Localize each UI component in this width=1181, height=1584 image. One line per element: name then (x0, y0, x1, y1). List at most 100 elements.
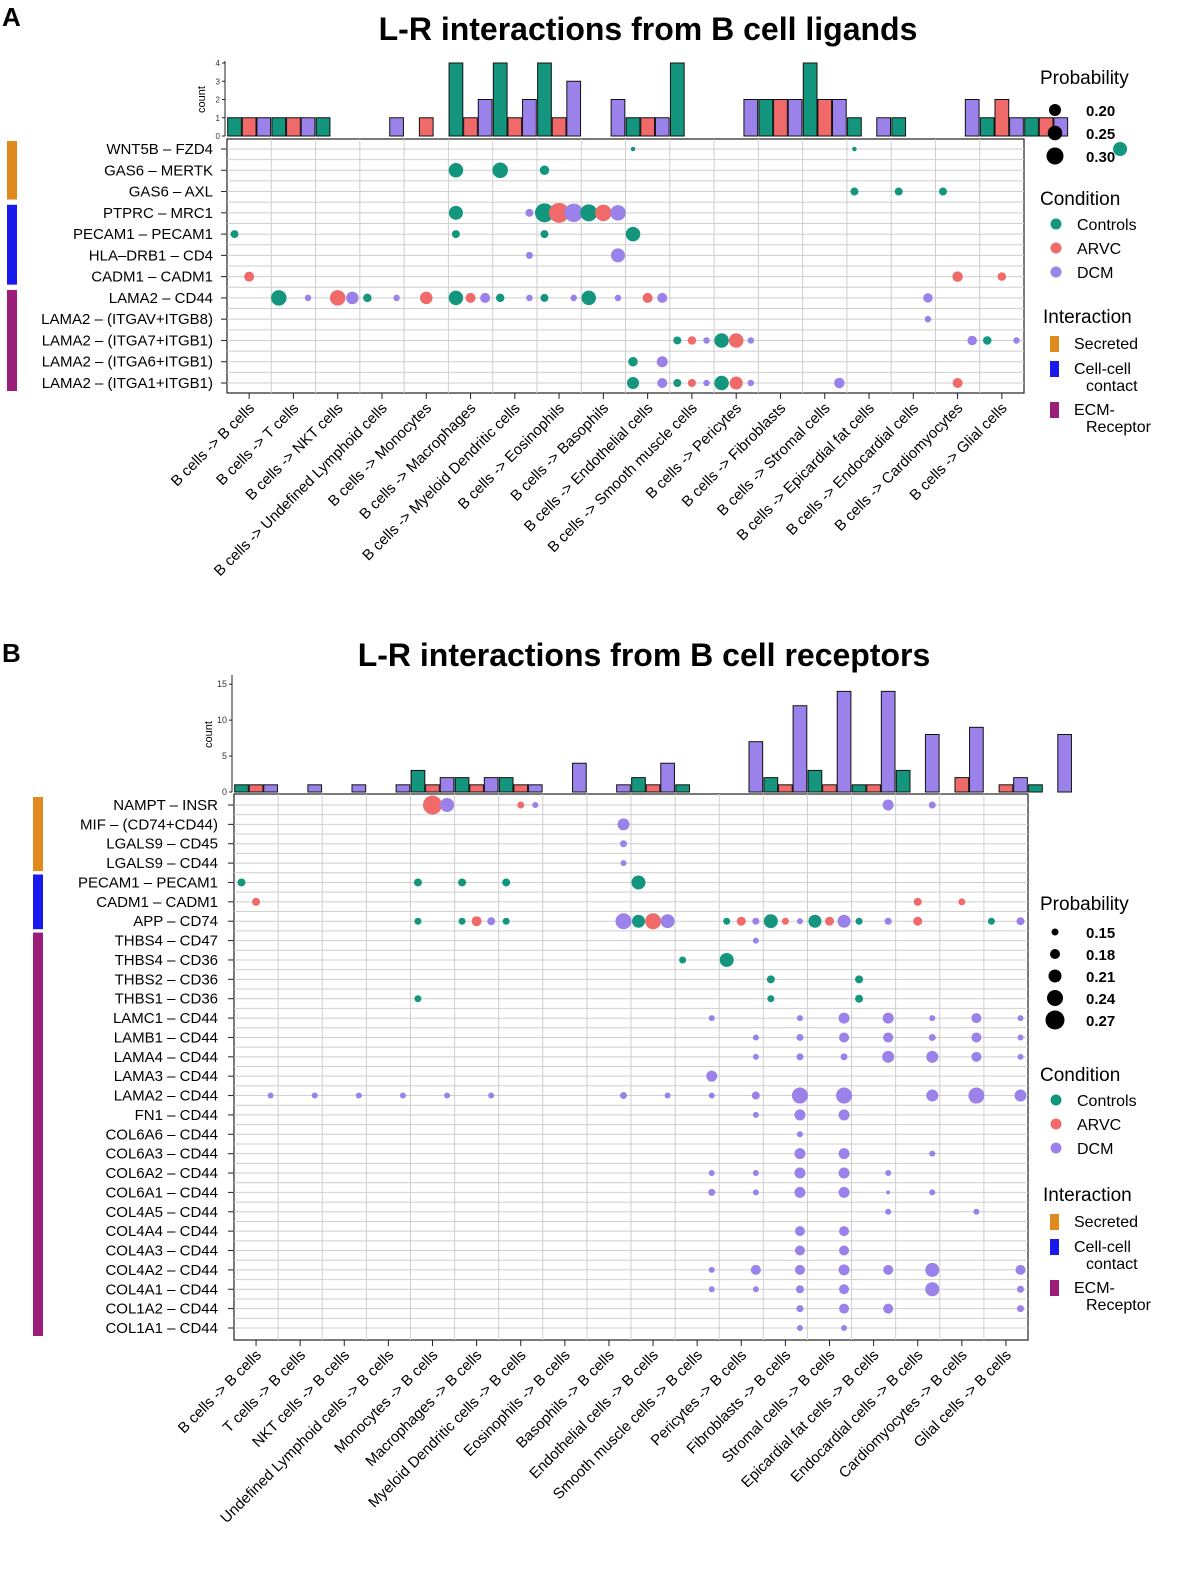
dot-controls-lama2-itga6-itgb1 (628, 356, 638, 367)
dot-dcm-app-cd74 (837, 914, 851, 928)
bar-dcm-b-cells-endothelial-cells (654, 117, 670, 137)
dot-controls-ptprc-mrc1 (580, 204, 598, 222)
bar-dcm-monocytes-b-cells (439, 777, 455, 793)
bar-controls-undefined (1024, 117, 1039, 137)
row-label-col4a2-cd44: COL4A2 – CD44 (105, 1262, 218, 1279)
dot-arvc-cadm1-cadm1 (958, 898, 966, 906)
dot-dcm-lamb1-cd44 (752, 1034, 759, 1041)
dot-controls-thbs4-cd36 (679, 956, 687, 964)
dot-dcm-lama2-cd44 (923, 293, 933, 303)
bar-dcm-pericytes-b-cells (748, 741, 764, 793)
dot-dcm-lama2-itga1-itgb1 (747, 379, 755, 387)
dot-controls-gas6-axl (850, 187, 859, 196)
dot-dcm-lama2-cd44 (708, 1092, 715, 1099)
bar-arvc-b-cells-fibroblasts (773, 99, 788, 137)
dot-controls-app-cd74 (502, 917, 510, 925)
bar-dcm-basophils-b-cells (616, 784, 631, 793)
dot-controls-lama2-itga7-itgb1 (673, 336, 682, 345)
dot-controls-thbs1-cd36 (414, 995, 422, 1003)
dot-dcm-app-cd74 (615, 913, 632, 930)
bar-dcm-b-cells-t-cells (300, 117, 316, 137)
bar-controls-b-cells-nkt-cells (315, 117, 331, 137)
dot-dcm-lama4-cd44 (926, 1050, 939, 1063)
row-label-gas6-mertk: GAS6 – MERTK (104, 162, 213, 179)
legend-condition-arvc: ARVC (1077, 1117, 1121, 1134)
dot-arvc-lama2-cd44 (420, 291, 433, 305)
group-bar-cellcell (7, 204, 17, 285)
dot-controls-lama2-cd44 (540, 293, 549, 302)
dot-dcm-col6a3-cd44 (929, 1150, 936, 1157)
dot-controls-pecam1-pecam1 (631, 875, 646, 890)
dot-dcm-nampt-insr (440, 798, 455, 812)
dot-dcm-lama2-cd44 (926, 1089, 939, 1102)
bar-controls-b-cells-stromal-cells (802, 62, 818, 137)
dot-dcm-lama2-cd44 (664, 1092, 671, 1099)
bar-y-label: count (196, 86, 208, 113)
row-label-col6a1-cd44: COL6A1 – CD44 (105, 1184, 218, 1201)
row-label-thbs4-cd36: THBS4 – CD36 (115, 952, 218, 969)
bar-dcm-b-cells-cardiomyocytes (964, 99, 980, 137)
group-bar-ecm (7, 289, 17, 391)
dot-dcm-lamc1-cd44 (929, 1015, 936, 1022)
dot-dcm-ptprc-mrc1 (564, 203, 583, 223)
row-label-gas6-axl: GAS6 – AXL (129, 184, 213, 201)
dot-arvc-lama2-cd44 (465, 292, 476, 303)
legend-size-label: 0.27 (1086, 1013, 1115, 1030)
bar-arvc-b-cells-monocytes (418, 117, 434, 137)
panel-a: A L-R interactions from B cell ligands 0 1 2… (2, 2, 1152, 580)
row-label-thbs1-cd36: THBS1 – CD36 (115, 991, 218, 1008)
row-label-cadm1-cadm1: CADM1 – CADM1 (96, 894, 218, 911)
dot-controls-wnt5b-fzd4 (630, 146, 636, 152)
dot-arvc-cadm1-cadm1 (952, 271, 963, 282)
bar-y-tick-label: 4 (216, 59, 221, 68)
dot-controls-app-cd74 (631, 914, 645, 928)
bar-dcm-b-cells-basophils (610, 99, 626, 137)
bar-dcm-b-cells-pericytes (743, 99, 759, 137)
dot-dcm-lama2-cd44 (620, 1092, 628, 1100)
dot-dcm-col6a2-cd44 (794, 1167, 806, 1179)
dot-dcm-lamb1-cd44 (883, 1032, 894, 1043)
dot-dcm-col4a3-cd44 (839, 1245, 850, 1256)
row-label-cadm1-cadm1: CADM1 – CADM1 (91, 269, 213, 286)
row-label-ptprc-mrc1: PTPRC – MRC1 (103, 205, 213, 222)
dot-plot: WNT5B – FZD4 GAS6 – MERTK GAS6 – AXL PTPRC … (7, 138, 1128, 580)
bar-arvc-epicardial-fat-cells-b-cells (866, 784, 881, 793)
legend-size-label: 0.30 (1086, 149, 1115, 166)
legend: Probability 0.15 0.18 0.21 0.24 0.27 Condition… (1040, 894, 1152, 1314)
bar-y-tick-label: 1 (216, 114, 221, 123)
bar-controls-smooth-muscle-cells-b-cells (675, 784, 690, 793)
dot-arvc-cadm1-cadm1 (244, 271, 255, 282)
row-label-mif-cd74-cd44: MIF – (CD74+CD44) (80, 816, 218, 833)
row-label-col6a2-cd44: COL6A2 – CD44 (105, 1165, 218, 1182)
dot-controls-thbs1-cd36 (767, 995, 775, 1003)
bar-controls-myeloid-dendritic-cells-b-cells (498, 777, 514, 793)
row-label-fn1-cd44: FN1 – CD44 (135, 1107, 218, 1124)
bar-dcm-cardiomyocytes-b-cells (969, 726, 984, 793)
dot-controls-pecam1-pecam1 (451, 230, 460, 239)
dot-dcm-lama2-cd44 (968, 1087, 985, 1104)
dot-dcm-col1a1-cd44 (796, 1325, 803, 1331)
dot-controls-app-cd74 (855, 917, 863, 925)
dot-dcm-col4a2-cd44 (883, 1264, 894, 1275)
dot-controls-app-cd74 (987, 917, 995, 925)
dot-controls-ptprc-mrc1 (534, 203, 554, 223)
legend-interaction-label-cellcell: contact (1086, 378, 1138, 395)
legend-size-dot (1051, 928, 1059, 936)
legend-condition-controls: Controls (1077, 1093, 1137, 1110)
dot-dcm-lgals9-cd45 (620, 840, 628, 848)
row-label-thbs2-cd36: THBS2 – CD36 (115, 971, 218, 988)
bar-controls-b-cells-endocardial-cells (891, 117, 907, 137)
row-label-lama4-cd44: LAMA4 – CD44 (114, 1049, 218, 1066)
dot-dcm-lama2-cd44 (1014, 1089, 1027, 1102)
dot-dcm-app-cd74 (796, 918, 803, 925)
bar-dcm-b-cells-fibroblasts (787, 99, 803, 137)
dot-arvc-app-cd74 (781, 917, 789, 925)
bar-arvc-b-cells-t-cells (286, 117, 301, 137)
dot-dcm-col6a1-cd44 (838, 1186, 850, 1198)
legend-interaction-label-cellcell: Cell-cell (1074, 361, 1131, 378)
dot-dcm-lama3-cd44 (706, 1070, 718, 1082)
row-label-app-cd74: APP – CD74 (133, 913, 218, 930)
legend: Probability 0.20 0.25 0.30 Condition Controls… (1040, 68, 1152, 436)
dot-dcm-lama2-cd44 (791, 1087, 808, 1104)
bar-controls-b-cells-smooth-muscle-cells (669, 62, 685, 137)
